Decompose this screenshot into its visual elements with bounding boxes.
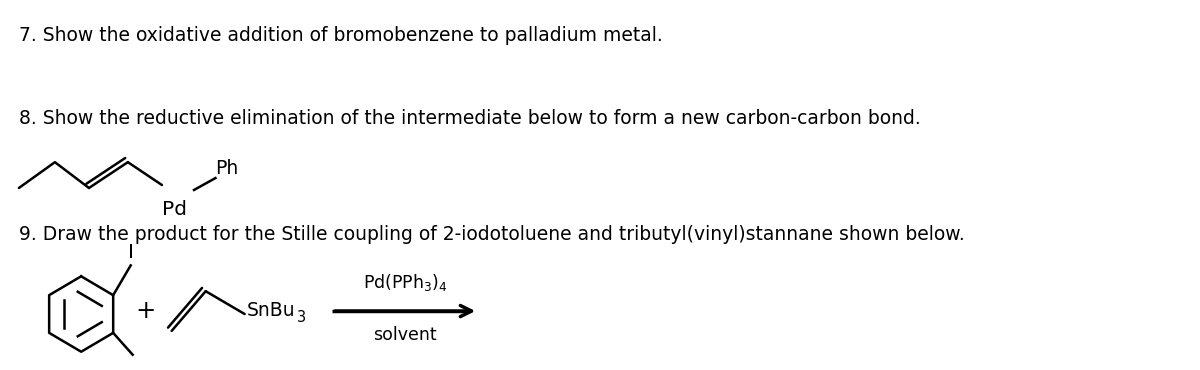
- Text: +: +: [136, 299, 156, 323]
- Text: 7. Show the oxidative addition of bromobenzene to palladium metal.: 7. Show the oxidative addition of bromob…: [19, 26, 662, 45]
- Text: SnBu: SnBu: [246, 300, 295, 320]
- Text: 3: 3: [298, 310, 306, 326]
- Text: solvent: solvent: [373, 326, 437, 344]
- Text: $\mathregular{Pd(PPh_3)_4}$: $\mathregular{Pd(PPh_3)_4}$: [362, 272, 448, 293]
- Text: Pd: Pd: [162, 200, 187, 219]
- Text: 8. Show the reductive elimination of the intermediate below to form a new carbon: 8. Show the reductive elimination of the…: [19, 108, 920, 128]
- Text: 9. Draw the product for the Stille coupling of 2-iodotoluene and tributyl(vinyl): 9. Draw the product for the Stille coupl…: [19, 225, 965, 244]
- Text: I: I: [127, 243, 133, 262]
- Text: Ph: Ph: [216, 159, 239, 178]
